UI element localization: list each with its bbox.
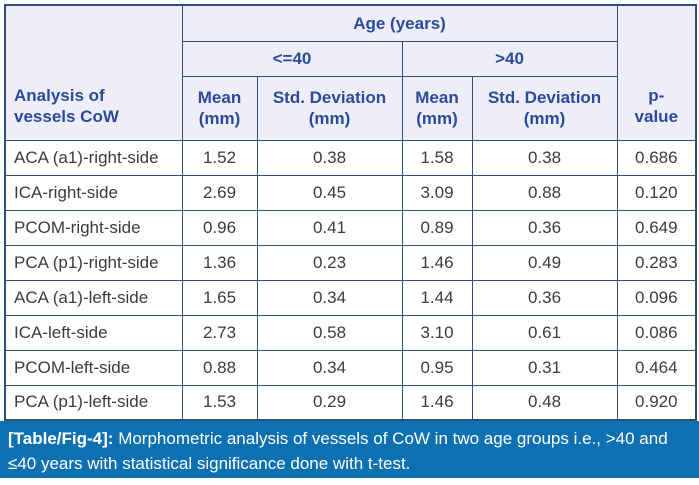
cell-pvalue: 0.464 — [616, 349, 697, 386]
table-body: ACA (a1)-right-side 1.52 0.38 1.58 0.38 … — [4, 139, 697, 421]
figure-caption: [Table/Fig-4]: Morphometric analysis of … — [0, 421, 699, 478]
header-row-groups: <=40 >40 — [5, 40, 696, 77]
cell-pvalue: 0.283 — [616, 244, 697, 281]
col-header-std-le40: Std. Deviation (mm) — [256, 75, 403, 141]
cell-vessel: ACA (a1)-right-side — [4, 139, 183, 176]
table-row: PCOM-left-side 0.88 0.34 0.95 0.31 0.464 — [4, 349, 697, 386]
table-row: ICA-right-side 2.69 0.45 3.09 0.88 0.120 — [4, 174, 697, 211]
cell-std-le40: 0.38 — [256, 139, 403, 176]
cell-std-le40: 0.23 — [256, 244, 403, 281]
cell-vessel: PCA (p1)-left-side — [4, 384, 183, 421]
caption-label: [Table/Fig-4]: — [8, 429, 114, 448]
table-header: Analysis of vessels CoW Age (years) p- v… — [4, 4, 697, 141]
cell-mean-le40: 0.96 — [181, 209, 258, 246]
cell-mean-gt40: 0.95 — [401, 349, 473, 386]
col-group-header-le40: <=40 — [181, 40, 403, 77]
cell-pvalue: 0.086 — [616, 314, 697, 351]
cell-vessel: PCOM-right-side — [4, 209, 183, 246]
cell-std-le40: 0.34 — [256, 279, 403, 316]
col-group-header-age: Age (years) — [181, 4, 618, 42]
cell-mean-gt40: 0.89 — [401, 209, 473, 246]
header-row-age: Analysis of vessels CoW Age (years) p- v… — [4, 4, 697, 141]
bottom-margin — [0, 478, 699, 485]
cell-mean-le40: 2.73 — [181, 314, 258, 351]
cell-mean-gt40: 3.09 — [401, 174, 473, 211]
col-group-header-gt40: >40 — [401, 40, 618, 77]
table-row: PCA (p1)-right-side 1.36 0.23 1.46 0.49 … — [4, 244, 697, 281]
cell-vessel: ACA (a1)-left-side — [4, 279, 183, 316]
caption-text: Morphometric analysis of vessels of CoW … — [8, 429, 668, 473]
cell-vessel: ICA-left-side — [4, 314, 183, 351]
cell-std-gt40: 0.36 — [471, 279, 618, 316]
cell-std-le40: 0.45 — [256, 174, 403, 211]
cell-mean-gt40: 1.46 — [401, 244, 473, 281]
cell-pvalue: 0.686 — [616, 139, 697, 176]
table-row: ACA (a1)-right-side 1.52 0.38 1.58 0.38 … — [4, 139, 697, 176]
cell-pvalue: 0.096 — [616, 279, 697, 316]
cell-mean-gt40: 1.58 — [401, 139, 473, 176]
cell-pvalue: 0.920 — [616, 384, 697, 421]
table-row: PCA (p1)-left-side 1.53 0.29 1.46 0.48 0… — [4, 384, 697, 421]
cell-mean-le40: 0.88 — [181, 349, 258, 386]
cell-mean-le40: 1.53 — [181, 384, 258, 421]
col-header-mean-le40: Mean (mm) — [181, 75, 258, 141]
col-header-mean-gt40: Mean (mm) — [401, 75, 473, 141]
col-header-std-gt40: Std. Deviation (mm) — [471, 75, 618, 141]
cell-vessel: ICA-right-side — [4, 174, 183, 211]
table-row: ICA-left-side 2.73 0.58 3.10 0.61 0.086 — [4, 314, 697, 351]
cell-std-le40: 0.29 — [256, 384, 403, 421]
cell-std-le40: 0.34 — [256, 349, 403, 386]
header-row-measures: Mean (mm) Std. Deviation (mm) Mean (mm) … — [5, 75, 696, 141]
col-header-pvalue: p- value — [616, 4, 697, 141]
cell-vessel: PCA (p1)-right-side — [4, 244, 183, 281]
cell-std-le40: 0.41 — [256, 209, 403, 246]
cell-vessel: PCOM-left-side — [4, 349, 183, 386]
morphometric-table: Analysis of vessels CoW Age (years) p- v… — [4, 4, 698, 421]
cell-mean-le40: 2.69 — [181, 174, 258, 211]
cell-std-gt40: 0.48 — [471, 384, 618, 421]
cell-mean-le40: 1.65 — [181, 279, 258, 316]
cell-mean-gt40: 3.10 — [401, 314, 473, 351]
table-row: ACA (a1)-left-side 1.65 0.34 1.44 0.36 0… — [4, 279, 697, 316]
table-container: Analysis of vessels CoW Age (years) p- v… — [4, 4, 698, 421]
cell-pvalue: 0.120 — [616, 174, 697, 211]
cell-pvalue: 0.649 — [616, 209, 697, 246]
cell-mean-gt40: 1.44 — [401, 279, 473, 316]
cell-std-gt40: 0.88 — [471, 174, 618, 211]
cell-mean-gt40: 1.46 — [401, 384, 473, 421]
cell-std-gt40: 0.61 — [471, 314, 618, 351]
cell-mean-le40: 1.36 — [181, 244, 258, 281]
col-header-vessels: Analysis of vessels CoW — [4, 4, 183, 141]
cell-mean-le40: 1.52 — [181, 139, 258, 176]
cell-std-gt40: 0.38 — [471, 139, 618, 176]
cell-std-gt40: 0.31 — [471, 349, 618, 386]
cell-std-gt40: 0.49 — [471, 244, 618, 281]
table-row: PCOM-right-side 0.96 0.41 0.89 0.36 0.64… — [4, 209, 697, 246]
cell-std-gt40: 0.36 — [471, 209, 618, 246]
cell-std-le40: 0.58 — [256, 314, 403, 351]
